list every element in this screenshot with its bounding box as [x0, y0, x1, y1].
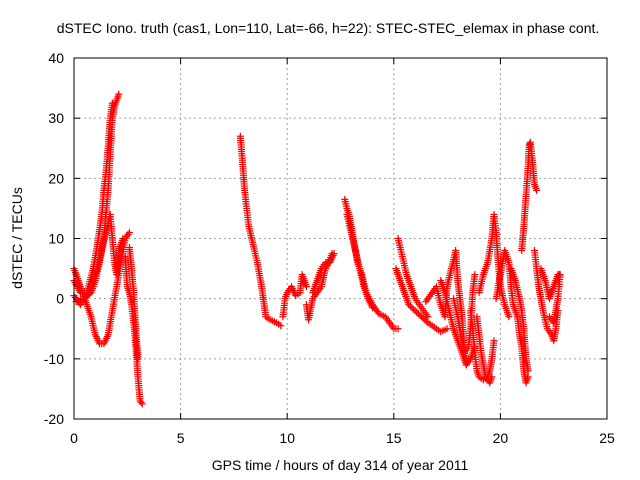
- y-tick-label: 10: [48, 231, 64, 247]
- data-point: [119, 235, 127, 242]
- data-point: [394, 325, 402, 333]
- tick-marks: [73, 57, 608, 420]
- series-arc-4k: [531, 247, 562, 345]
- data-point: [330, 250, 338, 258]
- series-arc-4a: [392, 265, 451, 336]
- y-tick-labels: -20 -10 0 10 20 30 40: [44, 50, 64, 427]
- series-arc-4m: [545, 271, 564, 327]
- data-point: [443, 325, 451, 333]
- data-point: [505, 313, 513, 321]
- data-point: [490, 337, 498, 345]
- data-point: [533, 186, 541, 194]
- series-arc-4f: [473, 313, 496, 387]
- data-point: [115, 90, 123, 98]
- plot-frame: [73, 57, 608, 420]
- series-arc-4j: [518, 138, 541, 255]
- grid: [74, 58, 607, 419]
- series-arc-2a: [236, 132, 285, 330]
- y-tick-label: 30: [48, 110, 64, 126]
- data-point: [302, 283, 310, 291]
- data-point: [422, 317, 430, 325]
- data-point: [488, 373, 496, 381]
- x-tick-label: 10: [279, 430, 295, 446]
- series-arc-4i: [507, 265, 532, 375]
- x-tick-label: 5: [177, 430, 185, 446]
- y-tick-label: -10: [44, 351, 64, 367]
- x-tick-label: 0: [70, 430, 78, 446]
- series-arc-4b: [394, 235, 432, 321]
- data-point: [408, 304, 416, 312]
- series-arc-4n: [437, 277, 479, 369]
- data-point: [416, 311, 424, 319]
- data-point: [471, 271, 479, 279]
- series-arc-2d: [309, 250, 338, 297]
- x-tick-label: 15: [386, 430, 402, 446]
- data-point: [277, 322, 285, 330]
- x-tick-label: 25: [599, 430, 615, 446]
- series-arc-1e: [121, 253, 146, 408]
- data-point: [413, 308, 421, 316]
- data-point: [410, 305, 418, 313]
- chart-title: dSTEC Iono. truth (cas1, Lon=110, Lat=-6…: [57, 20, 600, 36]
- data-point: [137, 398, 145, 406]
- series-arc-3b: [343, 210, 376, 312]
- data-point: [421, 316, 429, 324]
- x-tick-labels: 0 5 10 15 20 25: [70, 430, 615, 446]
- data-point: [418, 313, 426, 321]
- y-tick-label: 20: [48, 170, 64, 186]
- series-arc-4h: [492, 247, 532, 387]
- series-arc-2b: [279, 271, 310, 321]
- series-arc-1f: [125, 244, 142, 363]
- data-point: [524, 367, 532, 375]
- data-point: [411, 307, 419, 315]
- data-point: [406, 302, 414, 310]
- data-point: [419, 314, 427, 322]
- data-point: [414, 310, 422, 318]
- series-arc-4g: [475, 210, 513, 321]
- series-arc-1d: [72, 210, 127, 306]
- data-point: [138, 400, 146, 408]
- data-marks: [70, 90, 564, 408]
- data-point: [424, 313, 432, 321]
- data-point: [134, 355, 142, 363]
- x-axis-label: GPS time / hours of day 314 of year 2011: [212, 457, 469, 473]
- data-point: [368, 304, 376, 312]
- data-point: [524, 373, 532, 381]
- y-tick-label: 0: [56, 291, 64, 307]
- x-tick-label: 20: [493, 430, 509, 446]
- y-axis-label: dSTEC / TECUs: [9, 187, 25, 289]
- y-tick-label: -20: [44, 411, 64, 427]
- data-point: [108, 99, 116, 107]
- data-point: [556, 271, 564, 279]
- data-point: [125, 228, 133, 236]
- y-tick-label: 40: [48, 50, 64, 66]
- data-point: [471, 343, 479, 351]
- data-point: [405, 301, 413, 309]
